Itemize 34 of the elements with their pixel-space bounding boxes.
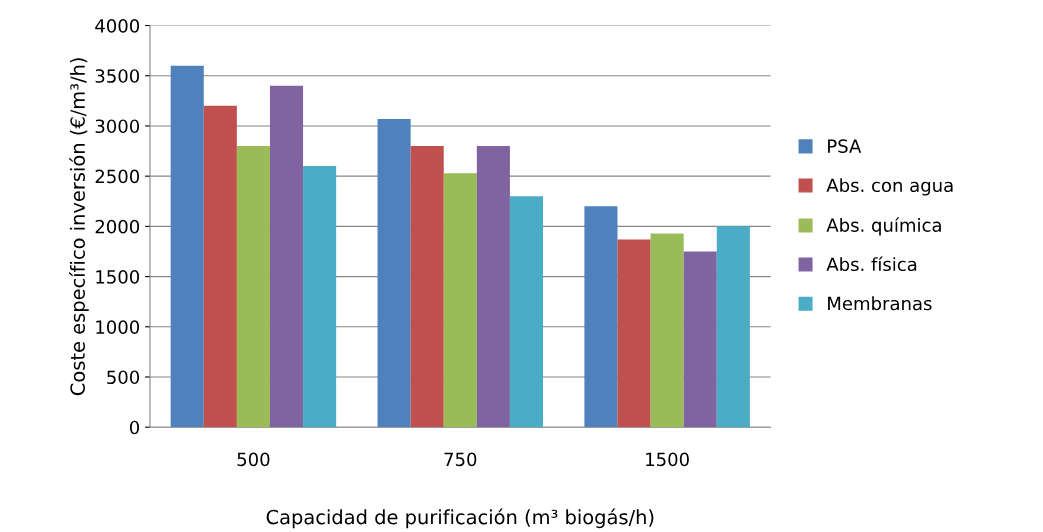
bar	[377, 118, 411, 428]
y-tick-label: 2000	[95, 219, 140, 234]
y-tick-label: 3000	[95, 119, 140, 134]
y-tick-label: 2500	[95, 169, 140, 184]
x-axis-title: Capacidad de purificación (m³ biogás/h)	[266, 508, 654, 529]
legend-label: PSA	[828, 139, 862, 153]
bar	[716, 226, 750, 428]
legend-label: Abs. con agua	[826, 178, 953, 196]
y-tick-label: 0	[129, 420, 140, 435]
bar	[303, 166, 337, 428]
bar	[443, 173, 477, 428]
bar	[269, 85, 304, 428]
y-tick-label: 4000	[95, 19, 140, 33]
bar	[170, 65, 204, 428]
bar	[236, 146, 270, 428]
bar	[584, 206, 618, 428]
y-axis-title: Coste específico inversión (€/m³/h)	[69, 58, 89, 396]
bar	[509, 196, 544, 428]
bar	[617, 239, 651, 428]
y-tick-label: 1500	[96, 270, 140, 284]
bar	[203, 105, 237, 428]
y-tick-label: 1000	[96, 320, 140, 334]
x-tick-label: 1500	[646, 452, 689, 467]
legend-label: Abs. física	[826, 256, 917, 272]
bar	[476, 146, 510, 428]
legend-label: Abs. química	[826, 217, 941, 236]
y-tick-label: 500	[107, 370, 140, 385]
bar	[410, 146, 444, 428]
bar	[683, 251, 717, 428]
bar	[650, 233, 684, 428]
y-tick-label: 3500	[95, 69, 140, 83]
x-tick-label: 500	[237, 452, 270, 467]
legend-label: Membranas	[828, 296, 932, 311]
x-tick-label: 750	[444, 452, 477, 467]
